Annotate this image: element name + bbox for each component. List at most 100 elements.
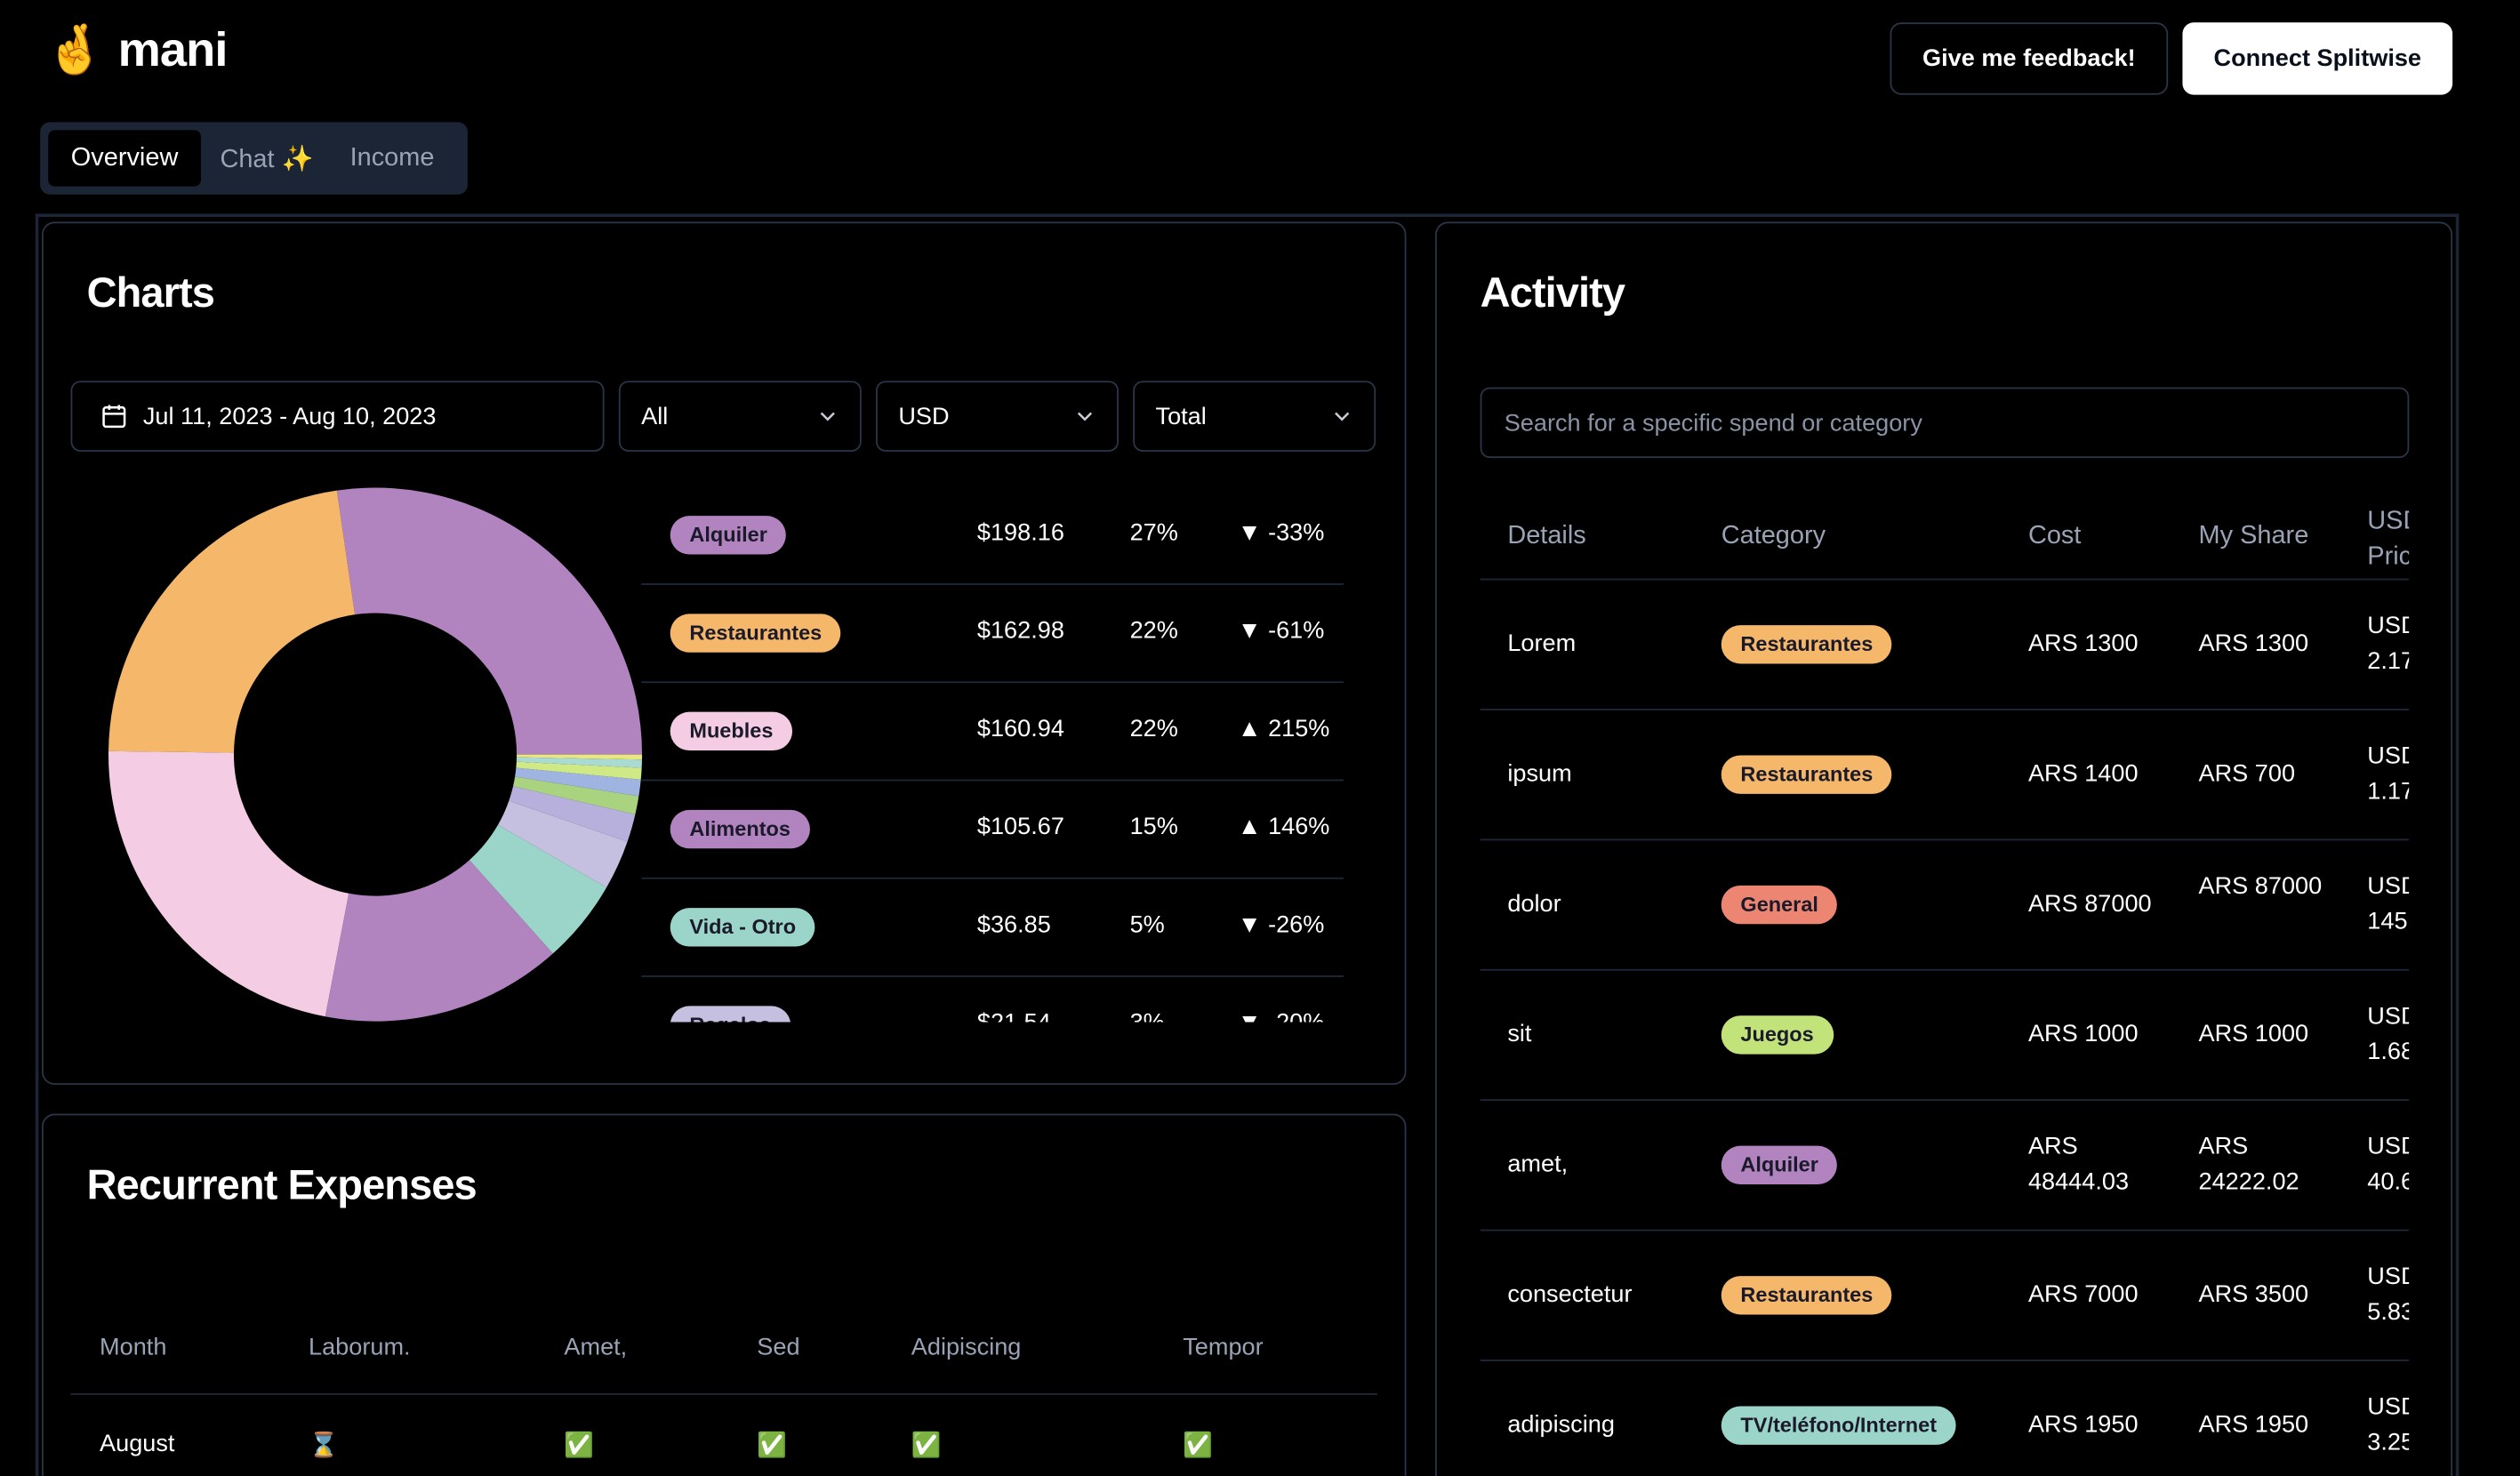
donut-slice[interactable] [497, 800, 628, 888]
tab-income[interactable]: Income [349, 143, 435, 172]
activity-cost: ARS 1300 [2027, 630, 2139, 658]
activity-cost: ARS 7000 [2027, 1280, 2139, 1309]
activity-details: amet, [1507, 1151, 1569, 1178]
app-logo[interactable]: 🤞 mani [45, 20, 229, 84]
feedback-button[interactable]: Give me feedback! [1890, 22, 2169, 95]
chevron-down-icon [820, 412, 835, 421]
check-icon: ✅ [564, 1432, 595, 1460]
tab-overview[interactable]: Overview [48, 130, 201, 187]
donut-slice[interactable] [108, 750, 349, 1017]
activity-category-pill: General [1721, 885, 1838, 925]
category-row[interactable]: Alimentos $105.67 15% ▲ 146% [641, 781, 1344, 879]
recurrent-expenses-card: Recurrent Expenses Month Laborum. Amet, … [41, 1113, 1407, 1476]
activity-usd-price: USD 1.17 [2367, 742, 2409, 806]
app-name: mani [117, 24, 229, 77]
category-change: ▼ -61% [1237, 617, 1325, 645]
category-percent: 3% [1130, 1009, 1165, 1022]
calendar-icon [102, 405, 126, 429]
category-row[interactable]: Muebles $160.94 22% ▲ 215% [641, 683, 1344, 782]
activity-category-pill: Juegos [1721, 1015, 1834, 1055]
activity-row[interactable]: adipiscing TV/teléfono/Internet ARS 1950 AR… [1481, 1361, 2409, 1476]
mode-value: Total [1155, 402, 1207, 430]
category-change: ▲ 146% [1237, 813, 1330, 841]
activity-details: Lorem [1507, 630, 1577, 658]
activity-row[interactable]: ipsum Restaurantes ARS 1400 ARS 700 USD 1.17 [1480, 710, 2410, 841]
date-range-picker[interactable]: Jul 11, 2023 - Aug 10, 2023 [70, 381, 605, 452]
activity-row[interactable]: dolor General ARS 87000 ARS 87000 USD 145 [1480, 840, 2410, 971]
activity-my-share: ARS 3500 [2198, 1280, 2309, 1309]
category-change: ▼ -33% [1237, 518, 1325, 547]
hourglass-icon: ⌛ [309, 1432, 339, 1460]
category-amount: $21.54 [977, 1009, 1051, 1022]
check-icon: ✅ [757, 1432, 788, 1460]
category-percent: 15% [1129, 813, 1178, 841]
activity-my-share: ARS 1950 [2198, 1410, 2309, 1439]
donut-slice[interactable] [515, 767, 641, 797]
activity-row[interactable]: consectetur Restaurantes ARS 7000 ARS 3500 U… [1480, 1231, 2410, 1361]
category-amount: $36.85 [976, 910, 1051, 939]
category-row[interactable]: Vida - Otro $36.85 5% ▼ -26% [641, 879, 1344, 977]
category-change: ▲ 215% [1237, 715, 1330, 743]
activity-usd-price: USD 40.6 [2367, 1133, 2409, 1196]
donut-slice[interactable] [513, 776, 639, 814]
donut-slice[interactable] [336, 487, 643, 755]
check-icon: ✅ [911, 1432, 942, 1460]
category-amount: $198.16 [976, 518, 1064, 547]
activity-cost: ARS 48444.03 [2027, 1133, 2130, 1196]
scope-value: All [641, 402, 669, 430]
activity-usd-price: USD 145 [2367, 872, 2409, 935]
activity-usd-price: USD 1.68 [2367, 1002, 2409, 1066]
activity-table-header: Details Category Cost My Share USD Price [1480, 490, 2410, 581]
activity-my-share: ARS 87000 [2198, 872, 2323, 901]
activity-category-pill: Restaurantes [1721, 1276, 1892, 1315]
activity-cost: ARS 1000 [2027, 1020, 2139, 1048]
donut-slice[interactable] [325, 860, 553, 1022]
category-pill: Restaurantes [670, 614, 841, 653]
activity-row[interactable]: amet, Alquiler ARS 48444.03 ARS 24222.02 USD… [1480, 1101, 2410, 1231]
activity-row[interactable]: Lorem Restaurantes ARS 1300 ARS 1300 USD 2.1… [1480, 580, 2410, 710]
category-pill: Muebles [670, 711, 793, 751]
currency-select[interactable]: USD [876, 381, 1119, 452]
category-pill: Vida - Otro [670, 908, 815, 947]
donut-slice[interactable] [516, 757, 643, 768]
tab-chat[interactable]: Chat ✨ [220, 145, 314, 173]
category-donut-chart[interactable] [108, 487, 643, 1023]
category-table: Alquiler $198.16 27% ▼ -33% Restaurantes $162… [641, 487, 1344, 1023]
activity-category-pill: Restaurantes [1721, 755, 1892, 794]
table-row: August ⌛ ✅ ✅ ✅ ✅ [71, 1415, 1377, 1476]
donut-slice[interactable] [516, 761, 642, 780]
activity-category-pill: TV/teléfono/Internet [1721, 1406, 1956, 1445]
activity-category-pill: Restaurantes [1721, 625, 1892, 664]
activity-my-share: ARS 24222.02 [2198, 1133, 2299, 1196]
mode-select[interactable]: Total [1133, 381, 1376, 452]
donut-slice[interactable] [108, 490, 356, 753]
activity-details: sit [1507, 1020, 1532, 1048]
donut-slice[interactable] [509, 786, 636, 842]
category-amount: $105.67 [976, 813, 1064, 841]
donut-slice[interactable] [469, 824, 607, 954]
category-change: ▼ -26% [1237, 910, 1325, 939]
scope-select[interactable]: All [618, 381, 862, 452]
category-pill: Regalos [670, 1006, 791, 1023]
category-pill: Alimentos [670, 809, 810, 849]
content-frame [35, 213, 2460, 1476]
category-row[interactable]: Alquiler $198.16 27% ▼ -33% [641, 487, 1344, 585]
activity-row[interactable]: sit Juegos ARS 1000 ARS 1000 USD 1.68 [1480, 971, 2410, 1102]
activity-search-input[interactable]: Search for a specific spend or category [1480, 387, 2410, 459]
connect-splitwise-button[interactable]: Connect Splitwise [2182, 22, 2453, 95]
category-row[interactable]: Restaurantes $162.98 22% ▼ -61% [641, 585, 1344, 684]
activity-details: ipsum [1507, 759, 1572, 788]
col-amet: Amet, [564, 1334, 628, 1361]
donut-slice[interactable] [517, 754, 643, 760]
category-row[interactable]: Regalos $21.54 3% ▼ -20% [641, 977, 1344, 1023]
col-tempor: Tempor [1183, 1334, 1264, 1361]
activity-usd-price: USD 5.83 [2367, 1263, 2409, 1327]
category-percent: 5% [1129, 910, 1165, 939]
col-sed: Sed [757, 1334, 800, 1361]
charts-title: Charts [86, 268, 215, 317]
col-category: Category [1721, 522, 1826, 550]
activity-my-share: ARS 700 [2198, 759, 2296, 788]
check-icon: ✅ [1183, 1432, 1214, 1460]
activity-details: consectetur [1507, 1280, 1633, 1309]
recurrent-title: Recurrent Expenses [86, 1159, 478, 1209]
